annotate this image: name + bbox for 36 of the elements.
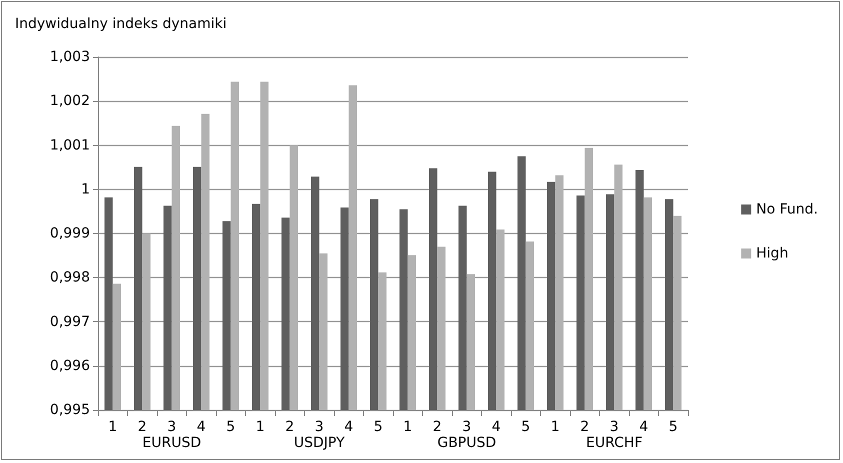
text: EURCHF — [586, 435, 642, 451]
x-tick-label: 4 — [196, 419, 206, 435]
y-tick-label: 0,999 — [50, 226, 90, 242]
y-axis-title: Indywidualny indeks dynamiki — [15, 16, 227, 32]
y-tick-label: 0,996 — [50, 358, 90, 374]
x-tick-label: 2 — [432, 419, 442, 435]
text: EURUSD — [142, 435, 202, 451]
x-tick-label: 1 — [403, 419, 412, 435]
y-tick-label: 0,997 — [50, 314, 90, 330]
y-tick-label: 1,003 — [50, 49, 90, 65]
y-tick-label: 0,995 — [50, 402, 90, 418]
x-tick-label: 2 — [138, 419, 147, 435]
x-tick-label: 4 — [492, 419, 501, 435]
y-tick-label: 1,001 — [50, 137, 90, 154]
x-tick-label: 1 — [256, 419, 265, 435]
x-tick-label: 5 — [668, 419, 678, 435]
y-tick-label: 1,002 — [50, 93, 90, 110]
x-tick-label: 2 — [580, 419, 590, 435]
x-tick-label: 5 — [226, 419, 236, 435]
y-tick-label: 0,998 — [50, 270, 90, 286]
x-tick-label: 3 — [314, 419, 324, 435]
legend-label: No Fund. — [756, 202, 818, 218]
x-tick-label: 3 — [610, 419, 619, 435]
x-tick-label: 2 — [285, 419, 294, 435]
legend-label: High — [756, 246, 788, 262]
x-tick-label: 1 — [108, 419, 118, 435]
x-tick-label: 1 — [550, 419, 560, 435]
x-tick-label: 4 — [639, 419, 648, 435]
x-tick-label: 5 — [521, 419, 530, 435]
x-tick-label: 4 — [344, 419, 354, 435]
text: GBPUSD — [437, 435, 496, 451]
x-tick-label: 5 — [374, 419, 383, 435]
x-tick-label: 3 — [167, 419, 176, 435]
x-tick-label: 3 — [462, 419, 472, 435]
text: USDJPY — [294, 435, 346, 451]
y-tick-label: 1 — [81, 181, 90, 198]
